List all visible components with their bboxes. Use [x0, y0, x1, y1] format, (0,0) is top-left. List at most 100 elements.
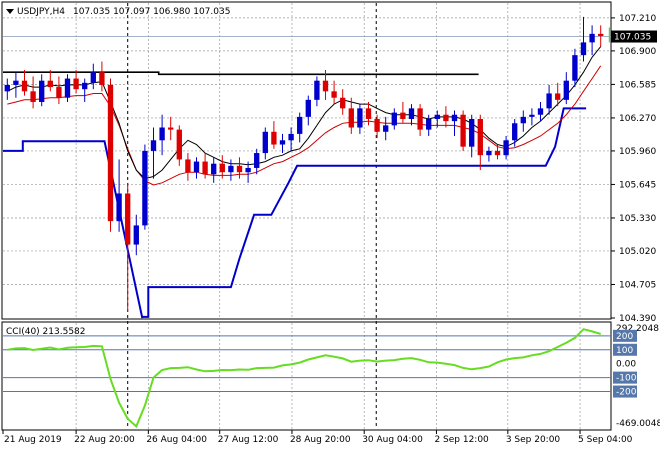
- price-tick-label: 105.330: [619, 214, 656, 224]
- time-tick-label: 30 Aug 04:00: [362, 435, 423, 445]
- candle-body: [589, 33, 595, 43]
- candle-body: [142, 150, 148, 226]
- cci-level-tag: [613, 343, 637, 356]
- current-price-tag-label: 107.035: [614, 33, 651, 43]
- candle-body: [202, 161, 208, 175]
- cci-tick-label: 0.00: [616, 360, 636, 370]
- candle-body: [598, 33, 604, 36]
- candle-body: [168, 127, 174, 130]
- candle-body: [90, 72, 96, 83]
- candle-body: [107, 84, 114, 222]
- time-tick-label: 28 Aug 20:00: [290, 435, 351, 445]
- candle-body: [254, 153, 260, 168]
- cci-level-tag: [613, 371, 637, 384]
- candle-body: [434, 114, 440, 119]
- candle-body: [56, 87, 62, 98]
- cci-level-tag-label: -100: [616, 374, 637, 384]
- candle-body: [520, 116, 526, 124]
- price-tick-label: 106.270: [619, 114, 656, 124]
- candle-body: [133, 225, 139, 245]
- candle-body: [486, 150, 492, 156]
- candle-body: [159, 127, 165, 141]
- candle-body: [47, 80, 53, 88]
- time-axis: 21 Aug 2019 22 Aug 20:00 26 Aug 04:00 27 Au…: [2, 430, 633, 445]
- candle-body: [537, 108, 544, 115]
- time-tick-label: 26 Aug 04:00: [146, 435, 207, 445]
- cci-title: CCI(40) 213.5582: [6, 327, 86, 337]
- candle-body: [443, 114, 449, 122]
- candle-body: [125, 193, 131, 245]
- resistance-line: [3, 71, 479, 76]
- candle-body: [116, 193, 122, 222]
- current-price-tag: [611, 30, 657, 43]
- candle-body: [365, 108, 372, 119]
- candle-body: [417, 108, 423, 130]
- time-tick-label: 21 Aug 2019: [4, 435, 62, 445]
- price-tick-label: 105.020: [619, 247, 656, 257]
- slow-moving-average: [7, 65, 602, 186]
- candle-body: [426, 118, 432, 130]
- cci-line: [7, 328, 601, 429]
- candle-body: [408, 108, 415, 119]
- cci-levels-layer: [3, 335, 611, 393]
- candle-body: [391, 112, 397, 126]
- candle-body: [73, 78, 79, 90]
- candle-body: [193, 161, 200, 173]
- candle-body: [219, 163, 225, 173]
- candle-body: [211, 163, 217, 175]
- candle-body: [512, 123, 518, 141]
- candle-body: [236, 165, 243, 173]
- candle-body: [82, 82, 88, 90]
- candle-body: [64, 78, 71, 98]
- candle-body: [572, 55, 578, 81]
- candle-body: [477, 118, 483, 156]
- candle-body: [529, 114, 535, 117]
- candle-body: [314, 80, 320, 100]
- price-panel-frame: [1, 1, 612, 320]
- price-tick-label: 105.645: [619, 180, 656, 190]
- cci-panel-frame: [1, 321, 612, 431]
- candle-body: [288, 133, 294, 141]
- price-tick-label: 104.705: [619, 280, 656, 290]
- candle-body: [494, 150, 501, 156]
- candle-body: [228, 165, 234, 173]
- candle-body: [503, 140, 509, 156]
- candle-body: [331, 91, 337, 98]
- candle-body: [383, 125, 389, 132]
- candle-body: [185, 159, 191, 173]
- candle-body: [279, 140, 286, 145]
- price-tick-label: 106.900: [619, 47, 656, 57]
- price-tick-label: 105.960: [619, 147, 656, 157]
- candle-body: [546, 93, 552, 109]
- candle-body: [357, 108, 363, 128]
- candle-body: [39, 80, 45, 102]
- chart-symbol-title: USDJPY,H4: [17, 7, 65, 17]
- cci-level-tag: [613, 329, 637, 342]
- candle-body: [13, 80, 19, 85]
- candle-body: [297, 116, 303, 134]
- time-tick-label: 5 Sep 04:00: [578, 435, 633, 445]
- cci-indicator: [7, 328, 601, 429]
- symbol-menu-icon[interactable]: [6, 9, 14, 14]
- time-tick-label: 3 Sep 20:00: [506, 435, 561, 445]
- candle-body: [451, 114, 458, 122]
- price-tick-label: 104.390: [619, 314, 656, 324]
- cci-level-tag-label: 200: [616, 332, 633, 342]
- fast-moving-average: [7, 46, 602, 180]
- candle-body: [271, 131, 277, 145]
- price-tick-label: 107.210: [619, 14, 656, 24]
- candle-body: [150, 140, 157, 151]
- candle-body: [580, 42, 587, 56]
- candles: [4, 16, 610, 312]
- candle-body: [400, 112, 406, 119]
- cci-tick-label: -469.0048: [616, 419, 660, 429]
- candle-body: [469, 118, 475, 147]
- cci-level-tag-label: -200: [616, 388, 637, 398]
- candle-body: [460, 114, 466, 147]
- candle-body: [30, 91, 36, 102]
- candle-body: [555, 93, 561, 100]
- candle-body: [245, 167, 251, 173]
- time-tick-label: 22 Aug 20:00: [74, 435, 135, 445]
